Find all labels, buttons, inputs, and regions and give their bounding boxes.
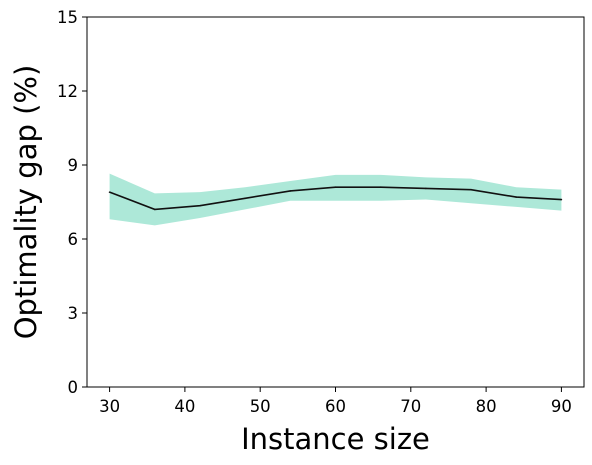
y-tick-label: 12	[57, 82, 78, 101]
data-point	[153, 208, 156, 211]
data-point	[334, 186, 337, 188]
data-point	[470, 188, 472, 191]
data-point	[199, 204, 201, 207]
confidence-band-0	[109, 173, 562, 226]
data-point	[379, 186, 382, 188]
data-point	[108, 191, 111, 193]
x-tick-label: 80	[476, 397, 497, 416]
y-axis-title: Optimality gap (%)	[9, 65, 43, 340]
x-tick-label: 40	[174, 397, 195, 416]
y-tick-label: 3	[68, 304, 79, 323]
y-tick-label: 9	[68, 156, 79, 175]
data-point	[289, 190, 292, 192]
x-tick-label: 30	[99, 397, 120, 416]
data-point	[425, 187, 427, 190]
x-tick-label: 50	[250, 397, 271, 416]
y-axis-ticks: 0 3 6 9 12 15	[57, 8, 87, 397]
y-tick-label: 15	[57, 8, 78, 27]
data-point	[244, 197, 246, 200]
x-axis-title: Instance size	[241, 422, 430, 456]
y-tick-label: 0	[68, 378, 79, 397]
x-axis-ticks: 30 40 50 60 70 80 90	[99, 387, 572, 416]
x-tick-label: 90	[551, 397, 572, 416]
confidence-band-layer	[109, 173, 562, 226]
x-tick-label: 60	[325, 397, 346, 416]
data-point	[515, 196, 518, 198]
data-point	[560, 198, 563, 201]
y-tick-label: 6	[68, 230, 79, 249]
series-line-layer	[108, 186, 563, 211]
x-tick-label: 70	[400, 397, 421, 416]
